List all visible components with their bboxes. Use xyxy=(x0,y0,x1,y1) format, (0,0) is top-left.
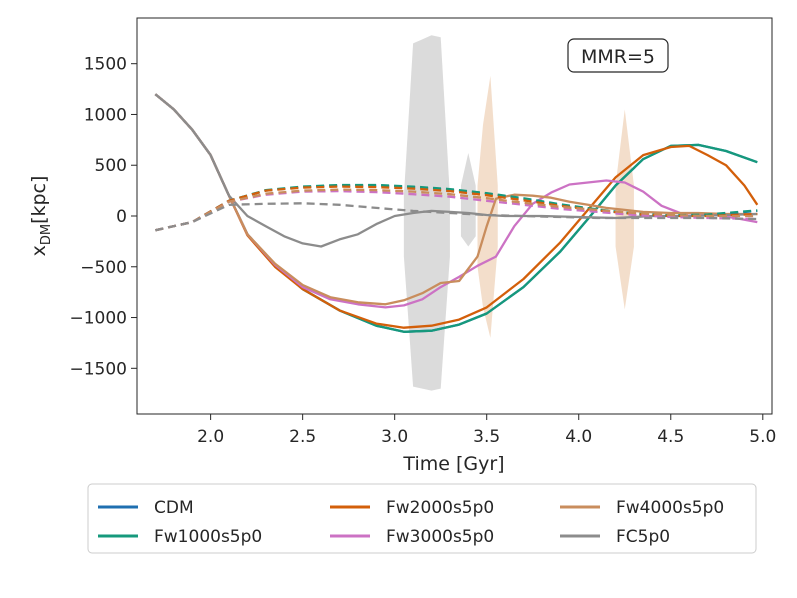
legend-label-fw4000s5p0: Fw4000s5p0 xyxy=(616,498,724,518)
x-tick-label: 5.0 xyxy=(749,427,776,447)
x-tick-label: 3.5 xyxy=(473,427,500,447)
legend-label-fw3000s5p0: Fw3000s5p0 xyxy=(386,527,494,547)
band-fw4000s5p0-scatter xyxy=(477,75,498,338)
y-axis-label: xDM[kpc] xyxy=(28,176,54,257)
y-tick-label: −500 xyxy=(80,258,127,278)
x-tick-label: 4.0 xyxy=(565,427,592,447)
y-tick-label: −1500 xyxy=(69,359,127,379)
x-axis-label: Time [Gyr] xyxy=(402,453,504,475)
annotation-box xyxy=(567,38,669,73)
legend-label-cdm: CDM xyxy=(154,498,194,518)
annotation-mmr: MMR=5 xyxy=(581,46,655,68)
x-tick-label: 4.5 xyxy=(657,427,684,447)
legend-label-fw2000s5p0: Fw2000s5p0 xyxy=(386,498,494,518)
y-tick-label: 1000 xyxy=(84,105,127,125)
line-fw4000s5p0-secondary xyxy=(155,188,758,232)
x-tick-label: 3.0 xyxy=(381,427,408,447)
series-lines xyxy=(154,93,759,333)
y-tick-label: 0 xyxy=(116,207,127,227)
legend-label-fw1000s5p0: Fw1000s5p0 xyxy=(154,527,262,547)
legend: CDM Fw1000s5p0 Fw2000s5p0 Fw3000s5p0 Fw4000s… xyxy=(98,498,724,547)
x-tick-label: 2.5 xyxy=(289,427,316,447)
legend-label-fc5p0: FC5p0 xyxy=(616,527,670,547)
y-tick-label: 1500 xyxy=(84,55,127,75)
x-tick-label: 2.0 xyxy=(197,427,224,447)
line-fc5p0-secondary xyxy=(155,202,758,232)
x-axis-ticks: 2.0 2.5 3.0 3.5 4.0 4.5 5.0 xyxy=(197,414,776,447)
y-tick-label: −1000 xyxy=(69,309,127,329)
y-tick-label: 500 xyxy=(95,156,127,176)
y-axis-ticks: −1500 −1000 −500 0 500 1000 1500 xyxy=(69,55,137,379)
line-fc5p0-primary xyxy=(154,93,758,248)
line-fw4000s5p0-primary xyxy=(154,93,758,306)
band-fc5p0-scatter-2 xyxy=(460,153,476,247)
